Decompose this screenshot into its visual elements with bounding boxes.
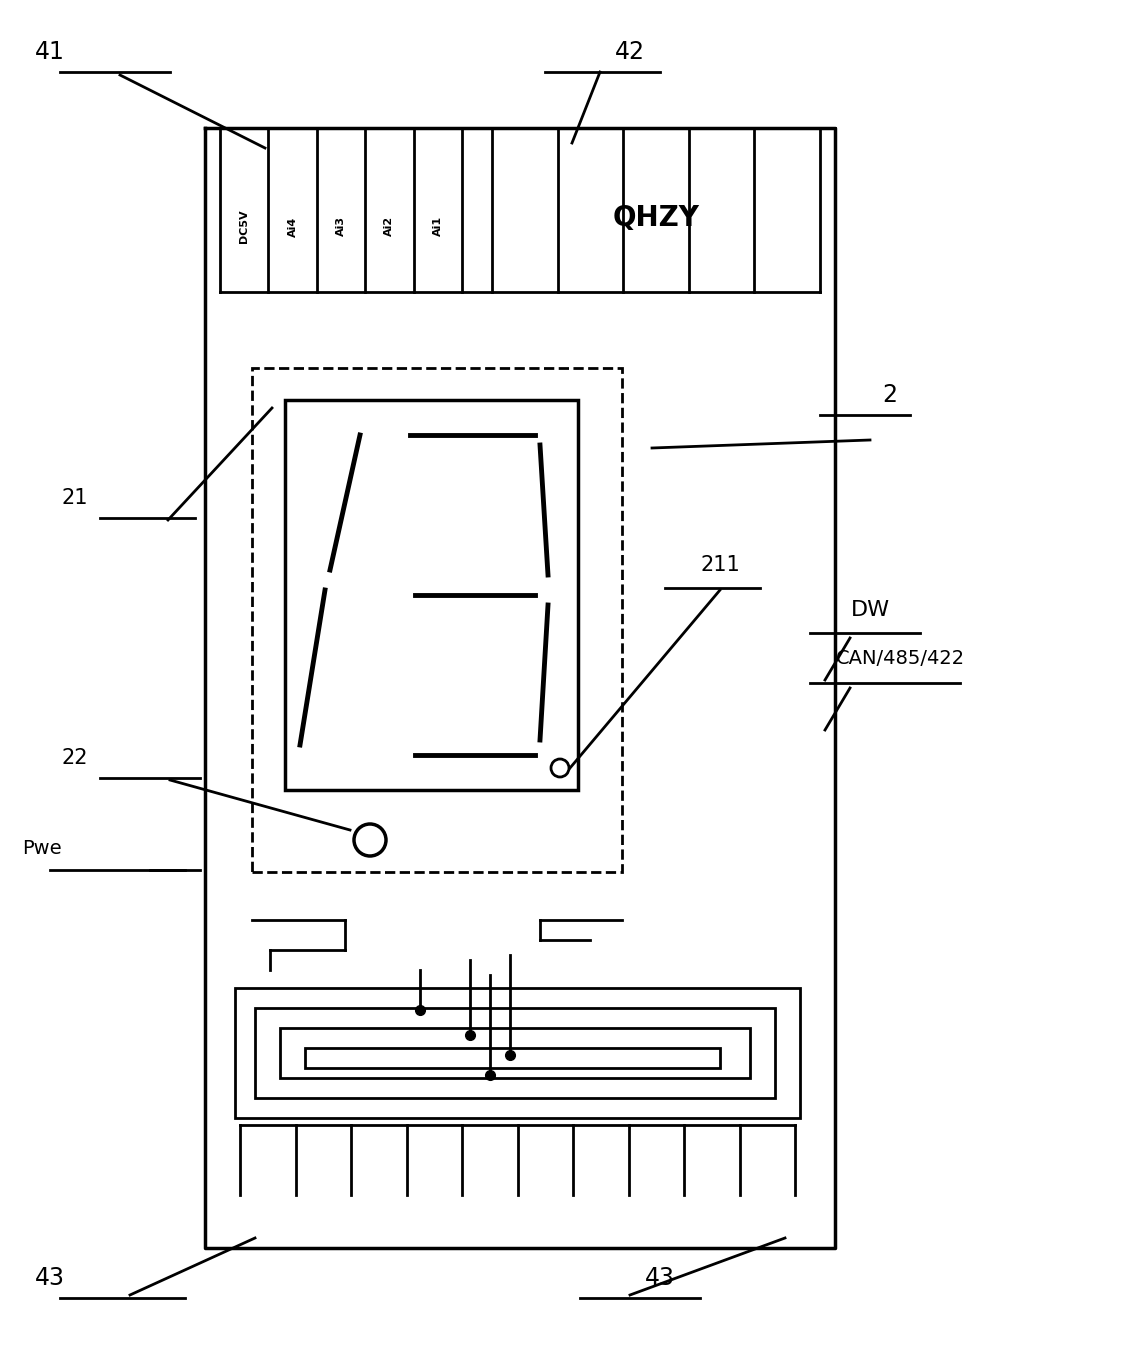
Text: 2: 2 — [882, 383, 897, 407]
Text: 211: 211 — [700, 554, 740, 575]
Text: 21: 21 — [62, 488, 88, 509]
Text: Ai4: Ai4 — [288, 216, 298, 236]
Text: 43: 43 — [36, 1265, 65, 1290]
Bar — [256, 1008, 775, 1098]
Text: 22: 22 — [62, 747, 88, 768]
Text: Ai1: Ai1 — [433, 216, 442, 236]
Bar — [305, 1048, 720, 1068]
Bar — [252, 368, 622, 871]
Text: 42: 42 — [615, 40, 645, 63]
Text: 41: 41 — [36, 40, 65, 63]
Text: Ai3: Ai3 — [336, 216, 346, 236]
Bar — [280, 1028, 749, 1078]
Text: Pwe: Pwe — [22, 839, 62, 858]
Text: Ai2: Ai2 — [384, 216, 394, 236]
Bar — [285, 401, 578, 791]
Text: DW: DW — [850, 600, 889, 621]
Bar — [235, 987, 800, 1118]
Text: 43: 43 — [645, 1265, 675, 1290]
Text: CAN/485/422: CAN/485/422 — [835, 649, 965, 668]
Text: QHZY: QHZY — [612, 204, 699, 232]
Text: DC5V: DC5V — [240, 209, 249, 243]
